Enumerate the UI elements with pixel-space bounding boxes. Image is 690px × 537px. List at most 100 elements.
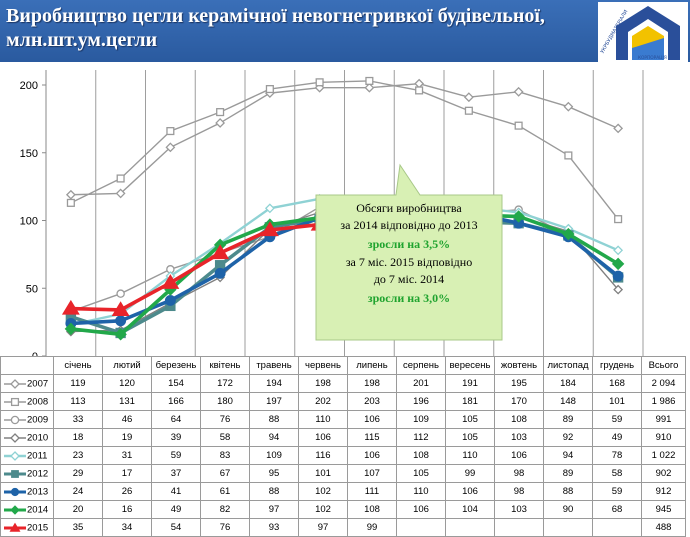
line-chart: 0 50 100 150 200 Обсяги виробництва за 2014 … [20, 70, 644, 356]
table-cell: 106 [445, 482, 495, 501]
table-cell: 16 [102, 500, 152, 519]
table-cell: 24 [53, 482, 103, 501]
series-2008 [66, 76, 623, 224]
table-cell: 26 [102, 482, 152, 501]
data-point-2009-лютий [116, 289, 125, 298]
legend-marker-2011 [4, 450, 26, 461]
month-header: грудень [592, 356, 642, 375]
ukrbudmaterialy-logo: УКРБУДМАТЕРІАЛИ КОРПОРАЦІЯ [598, 2, 688, 62]
table-cell: 194 [249, 374, 299, 393]
legend-marker-2012 [4, 469, 26, 478]
table-cell: 17 [102, 464, 152, 483]
table-cell: 61 [200, 482, 250, 501]
table-header-row: січень лютий березень квітень травень червень… [0, 356, 686, 375]
table-cell [543, 518, 593, 537]
data-point-2013-березень [164, 294, 176, 306]
table-cell: 89 [543, 410, 593, 429]
data-point-2008-грудень [614, 215, 623, 224]
legend-label: 2007 [27, 378, 49, 390]
table-cell: 90 [543, 500, 593, 519]
table-cell: 19 [102, 428, 152, 447]
legend-entry-2013: 2013 [0, 482, 54, 501]
total-header: Всього [641, 356, 686, 375]
table-cell: 98 [494, 482, 544, 501]
table-cell: 83 [200, 446, 250, 465]
data-point-2007-квітень [215, 118, 226, 128]
data-point-2007-лютий [115, 188, 126, 199]
table-row-2013: 2013 24 26 41 61 88 102 111 110 106 98 88 59 912 [0, 482, 686, 501]
legend-label: 2009 [27, 414, 49, 426]
table-row-2009: 2009 33 46 64 76 88 110 106 109 105 108 89 59 991 [0, 410, 686, 429]
table-cell: 34 [102, 518, 152, 537]
table-cell: 41 [151, 482, 201, 501]
table-cell: 29 [53, 464, 103, 483]
table-cell: 106 [396, 500, 446, 519]
total-cell: 910 [641, 428, 686, 447]
table-cell: 110 [396, 482, 446, 501]
legend-marker-2015 [4, 522, 26, 532]
month-header: травень [249, 356, 299, 375]
data-point-2008-березень [166, 127, 175, 136]
data-point-2015-травень [260, 221, 279, 237]
data-point-2007-листопад [563, 101, 574, 112]
logo-text-bottom: КОРПОРАЦІЯ [638, 55, 667, 61]
table-cell: 35 [53, 518, 103, 537]
table-cell: 23 [53, 446, 103, 465]
total-cell: 1 986 [641, 392, 686, 411]
table-cell: 116 [298, 446, 348, 465]
data-point-2010-грудень [613, 284, 624, 295]
table-cell: 58 [592, 464, 642, 483]
table-cell: 97 [249, 500, 299, 519]
table-cell: 181 [445, 392, 495, 411]
legend-entry-2012: 2012 [0, 464, 54, 483]
data-point-2015-січень [61, 299, 80, 315]
legend-marker-2010 [4, 432, 26, 443]
table-cell: 198 [347, 374, 397, 393]
table-cell: 103 [494, 500, 544, 519]
table-row-2008: 2008 113 131 166 180 197 202 203 196 181 170 148 101… [0, 392, 686, 411]
table-cell: 46 [102, 410, 152, 429]
data-point-2014-жовтень [512, 210, 525, 223]
legend-marker-2013 [4, 487, 26, 496]
data-point-2008-листопад [564, 151, 573, 160]
table-cell: 113 [53, 392, 103, 411]
data-point-2015-березень [161, 274, 180, 289]
table-cell: 101 [592, 392, 642, 411]
y-tick-label: 50 [26, 283, 38, 295]
legend-entry-2009: 2009 [0, 410, 54, 429]
data-point-2008-жовтень [514, 121, 523, 130]
total-cell: 945 [641, 500, 686, 519]
table-cell: 109 [249, 446, 299, 465]
data-point-2008-липень [365, 76, 374, 85]
data-point-2007-січень [65, 189, 76, 200]
table-cell: 107 [347, 464, 397, 483]
data-point-2014-січень [64, 322, 78, 336]
table-cell: 88 [249, 482, 299, 501]
data-point-2013-грудень [612, 270, 624, 282]
table-cell [494, 518, 544, 537]
total-cell: 991 [641, 410, 686, 429]
legend-marker-2009 [4, 415, 26, 424]
data-point-2014-грудень [611, 257, 625, 271]
data-point-2013-лютий [115, 315, 127, 327]
y-tick-label: 150 [20, 148, 38, 160]
table-cell: 88 [543, 482, 593, 501]
table-cell: 54 [151, 518, 201, 537]
table-cell: 92 [543, 428, 593, 447]
table-cell: 106 [298, 428, 348, 447]
data-point-2008-квітень [216, 108, 225, 117]
legend-label: 2008 [27, 396, 49, 408]
data-point-2013-квітень [214, 267, 226, 279]
data-point-2015-лютий [111, 301, 130, 317]
table-cell: 93 [249, 518, 299, 537]
y-tick-label: 200 [20, 80, 38, 92]
legend-entry-2010: 2010 [0, 428, 54, 447]
table-cell [445, 518, 495, 537]
table-cell: 58 [200, 428, 250, 447]
data-point-2008-лютий [116, 174, 125, 183]
table-cell: 172 [200, 374, 250, 393]
y-tick-label: 0 [32, 351, 38, 356]
table-cell: 20 [53, 500, 103, 519]
table-cell: 94 [543, 446, 593, 465]
month-header: лютий [102, 356, 152, 375]
